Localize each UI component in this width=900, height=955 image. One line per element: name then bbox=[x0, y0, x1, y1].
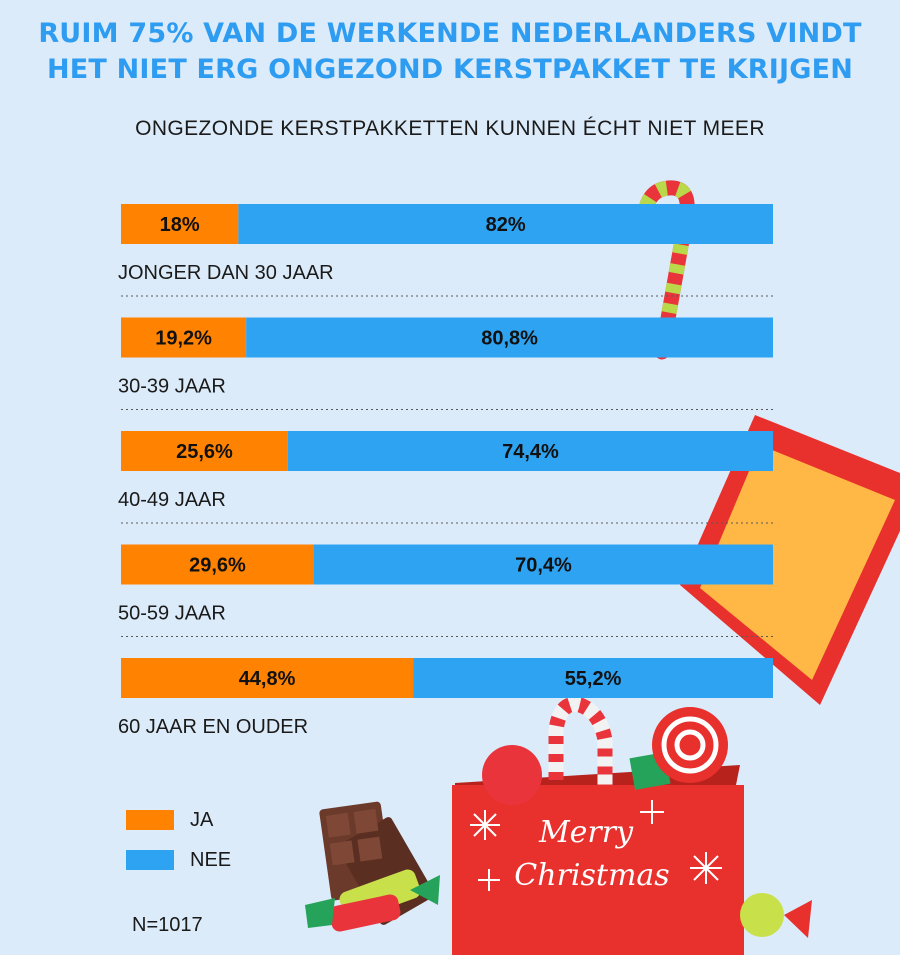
legend-item-ja: JA bbox=[126, 800, 231, 840]
snowflake-icon bbox=[470, 800, 722, 891]
sample-size-note: N=1017 bbox=[132, 914, 203, 936]
category-label-2: 40-49 JAAR bbox=[118, 489, 226, 511]
legend-swatch-nee bbox=[126, 850, 174, 870]
data-label-nee-3: 70,4% bbox=[515, 555, 572, 577]
legend-label-nee: NEE bbox=[190, 848, 232, 871]
category-label-0: JONGER DAN 30 JAAR bbox=[118, 262, 334, 284]
bar-nee-0 bbox=[238, 204, 774, 244]
chart-subtitle: ONGEZONDE KERSTPAKKETTEN KUNNEN ÉCHT NIE… bbox=[135, 117, 765, 140]
data-label-nee-4: 55,2% bbox=[565, 668, 622, 690]
chart-title-line-2: HET NIET ERG ONGEZOND KERSTPAKKET TE KRI… bbox=[46, 54, 854, 85]
gift-box-lid-icon bbox=[680, 415, 900, 705]
wrapped-candy-icon bbox=[712, 893, 812, 938]
bar-nee-4 bbox=[413, 658, 773, 698]
box-text-christmas: Christmas bbox=[514, 858, 669, 893]
data-label-nee-1: 80,8% bbox=[481, 328, 538, 350]
data-label-ja-1: 19,2% bbox=[155, 328, 212, 350]
chart-title-line-1: RUIM 75% VAN DE WERKENDE NEDERLANDERS VI… bbox=[38, 18, 862, 49]
legend: JA NEE bbox=[126, 800, 231, 880]
data-label-ja-0: 18% bbox=[160, 214, 200, 236]
wrapped-candy-icon bbox=[305, 869, 440, 932]
bar-nee-2 bbox=[287, 431, 773, 471]
bar-ja-0 bbox=[121, 204, 239, 244]
data-label-nee-0: 82% bbox=[486, 214, 526, 236]
bar-ja-4 bbox=[121, 658, 414, 698]
category-label-3: 50-59 JAAR bbox=[118, 603, 226, 625]
bar-ja-3 bbox=[121, 544, 314, 585]
bar-ja-1 bbox=[121, 317, 247, 358]
bar-ja-2 bbox=[121, 431, 288, 471]
box-text-merry: Merry bbox=[538, 815, 634, 850]
data-label-ja-4: 44,8% bbox=[239, 668, 296, 690]
lollipop-icon bbox=[652, 707, 728, 783]
legend-swatch-ja bbox=[126, 810, 174, 830]
data-label-ja-3: 29,6% bbox=[189, 555, 246, 577]
data-label-nee-2: 74,4% bbox=[502, 441, 559, 463]
category-label-1: 30-39 JAAR bbox=[118, 376, 226, 398]
chart-title: RUIM 75% VAN DE WERKENDE NEDERLANDERS VI… bbox=[0, 16, 900, 88]
data-label-ja-2: 25,6% bbox=[176, 441, 233, 463]
legend-item-nee: NEE bbox=[126, 840, 231, 880]
legend-label-ja: JA bbox=[190, 808, 214, 831]
category-label-4: 60 JAAR EN OUDER bbox=[118, 716, 308, 738]
bar-nee-1 bbox=[246, 317, 773, 358]
bar-nee-3 bbox=[313, 544, 773, 585]
gift-box-icon bbox=[452, 696, 744, 955]
